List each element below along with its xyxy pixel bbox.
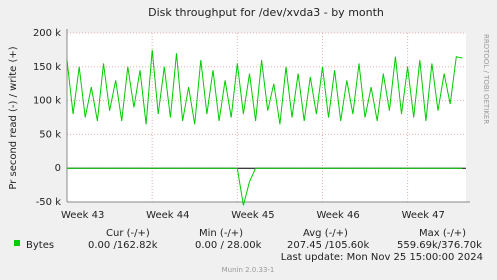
series-line xyxy=(66,49,463,125)
stat-value: 0.00 /162.82k xyxy=(88,240,158,251)
last-update: Last update: Mon Nov 25 15:00:00 2024 xyxy=(281,252,483,263)
legend-swatch xyxy=(14,240,20,246)
legend-label: Bytes xyxy=(26,240,54,251)
stat-header: Avg (-/+) xyxy=(303,228,348,239)
plot-area xyxy=(67,33,466,202)
stat-header: Max (-/+) xyxy=(419,228,466,239)
y-tick-label: 200 k xyxy=(33,28,61,39)
x-tick-label: Week 46 xyxy=(316,210,359,221)
footer: Munin 2.0.33-1 xyxy=(222,266,275,274)
x-tick-label: Week 44 xyxy=(146,210,189,221)
chart-title: Disk throughput for /dev/xvda3 - by mont… xyxy=(148,6,384,19)
stat-value: 207.45 /105.60k xyxy=(287,240,370,251)
y-tick-label: 50 k xyxy=(39,129,61,140)
y-tick-label: 0 xyxy=(55,163,61,174)
side-text: RRDTOOL / TOBI OETIKER xyxy=(482,34,490,124)
series-line xyxy=(67,167,463,206)
y-axis-label: Pr second read (-) / write (+) xyxy=(8,46,19,189)
stat-value: 0.00 / 28.00k xyxy=(195,240,262,251)
x-tick-label: Week 43 xyxy=(61,210,104,221)
y-tick-label: 100 k xyxy=(33,96,61,107)
stat-header: Cur (-/+) xyxy=(106,228,150,239)
x-tick-label: Week 45 xyxy=(231,210,274,221)
stat-header: Min (-/+) xyxy=(199,228,243,239)
x-tick-label: Week 47 xyxy=(402,210,445,221)
y-tick-label: -50 k xyxy=(36,197,62,208)
y-tick-label: 150 k xyxy=(33,62,61,73)
stat-value: 559.69k/376.70k xyxy=(397,240,482,251)
